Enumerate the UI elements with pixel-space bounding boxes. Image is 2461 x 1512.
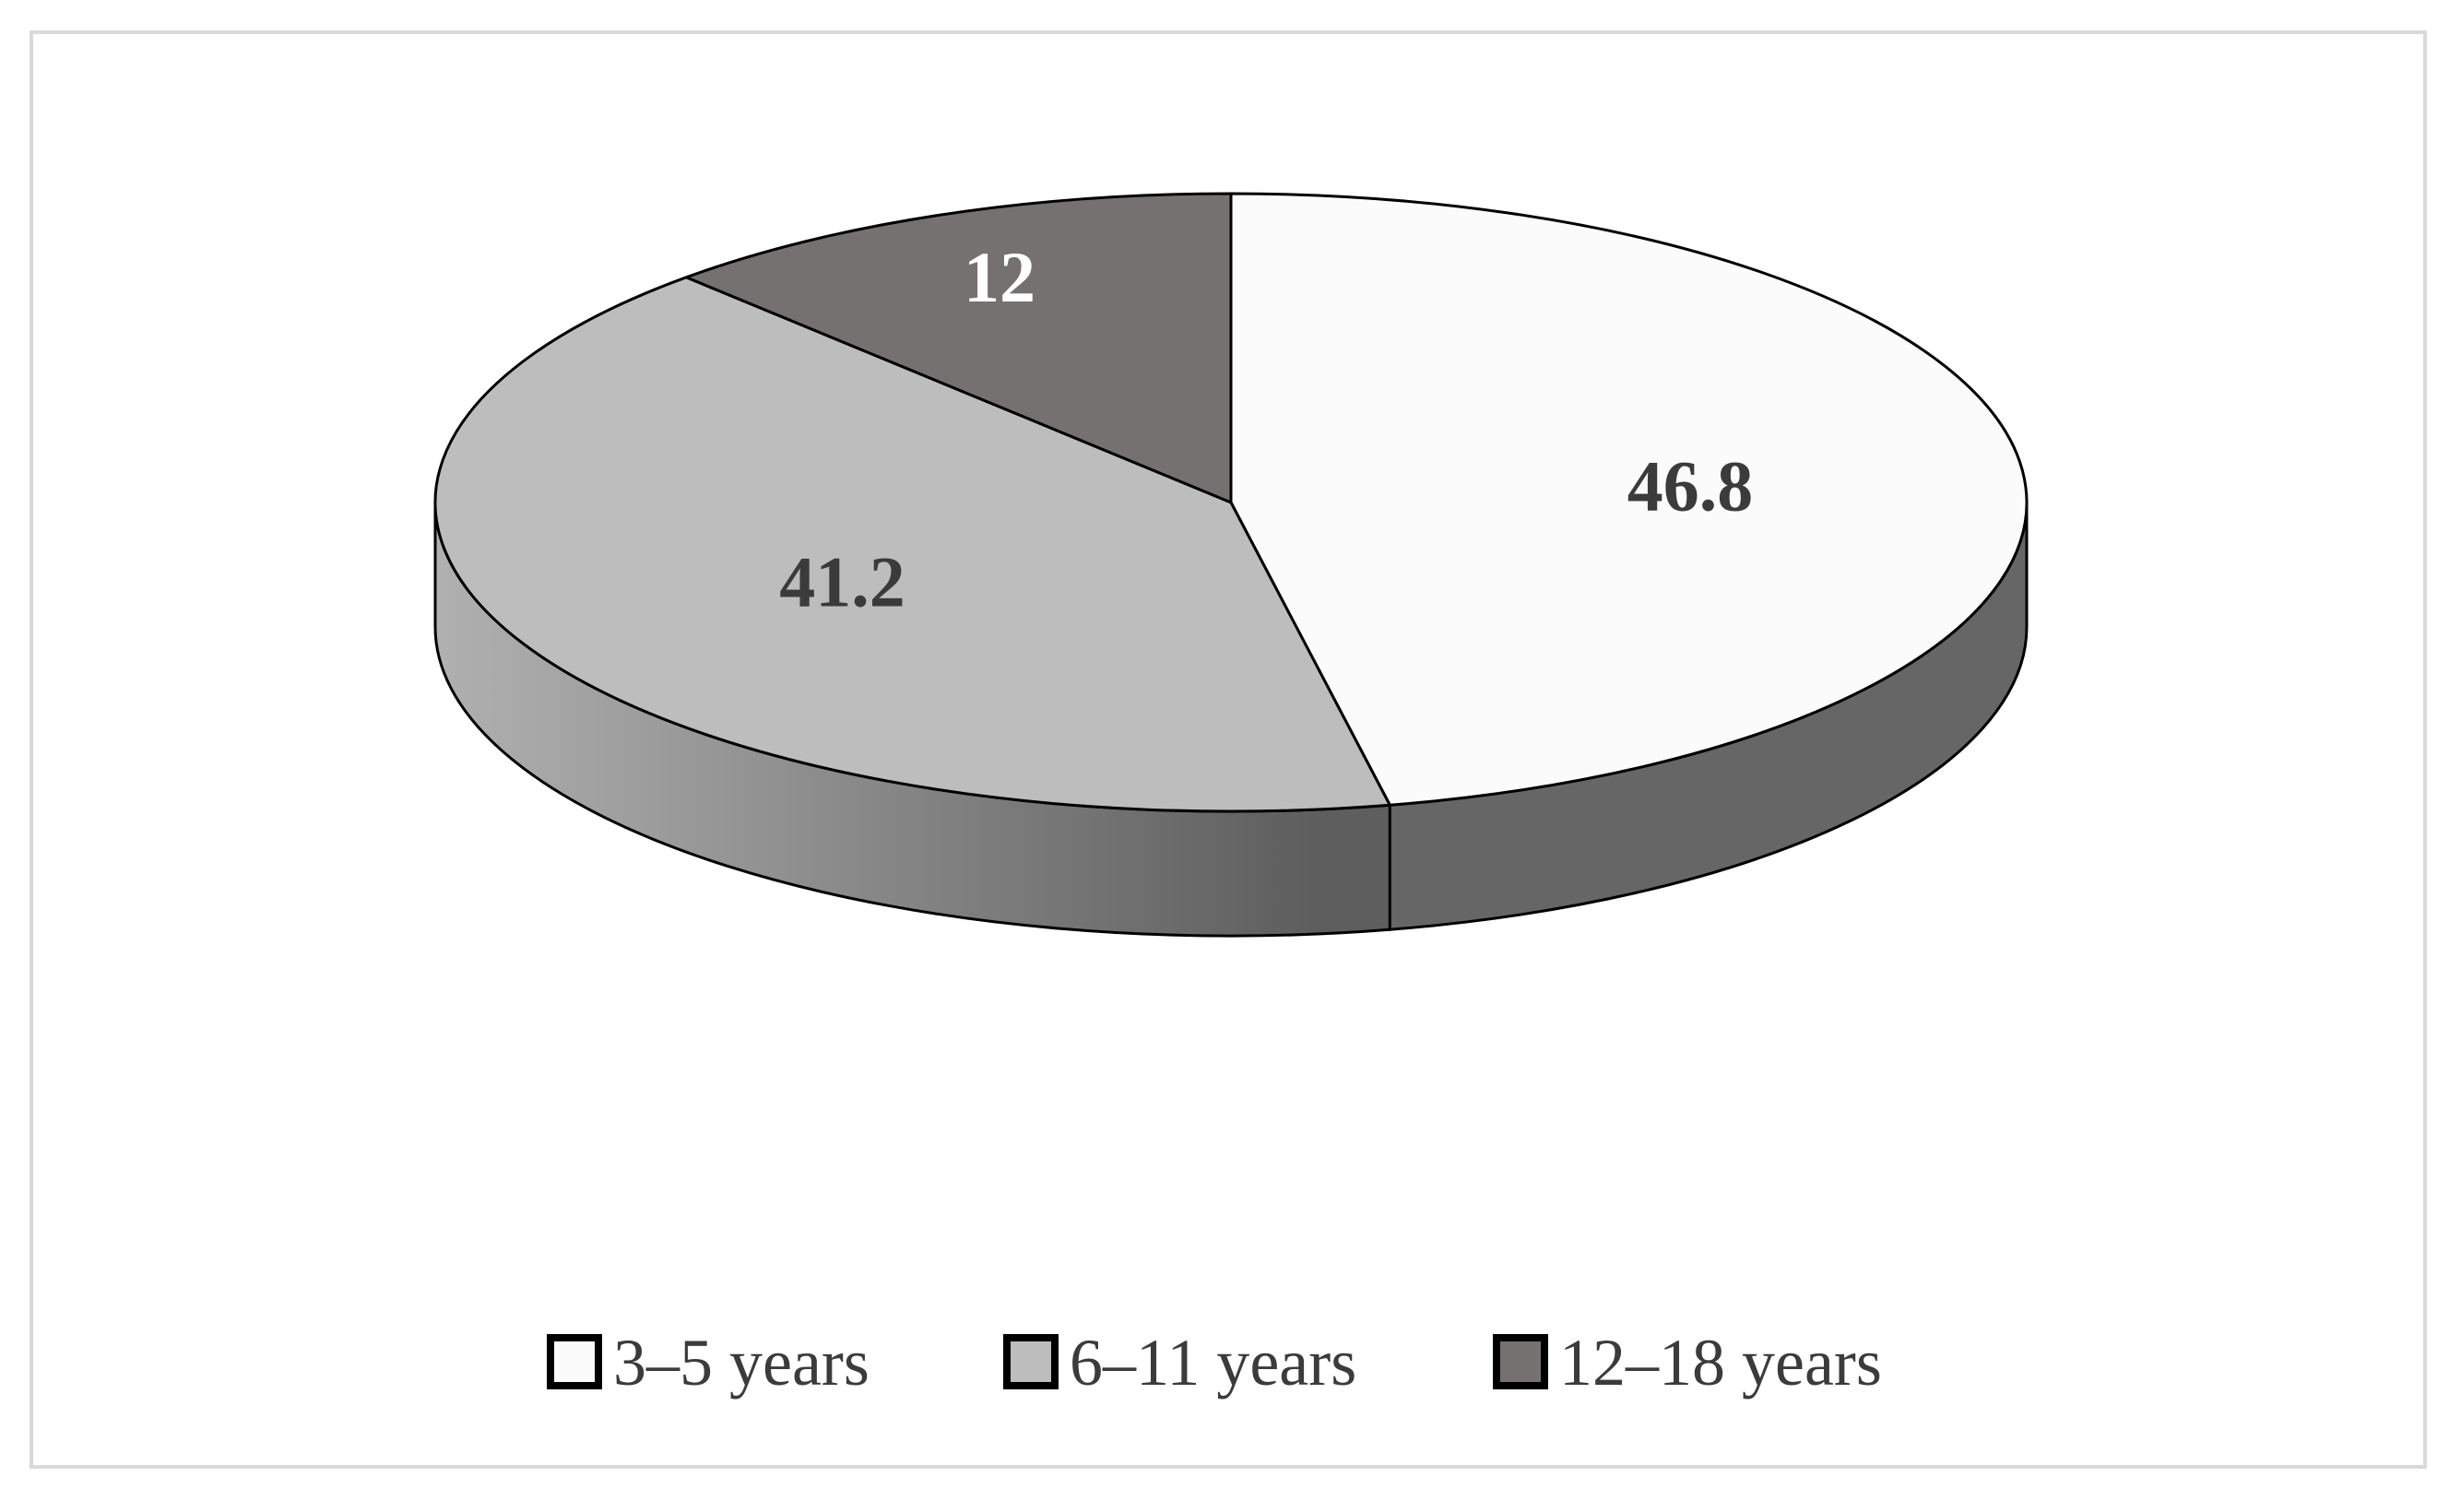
data-label-12-18-years: 12 — [964, 237, 1035, 317]
legend-swatch-6-11-years — [1003, 1334, 1059, 1389]
legend-swatch-3-5-years — [547, 1334, 602, 1389]
slice-6-11-years — [433, 276, 1391, 813]
legend-item-12-18-years: 12–18 years — [1493, 1326, 1882, 1400]
data-label-3-5-years: 46.8 — [1627, 446, 1754, 526]
slice-12-18-years — [684, 192, 1233, 504]
legend: 3–5 years 6–11 years 12–18 years — [547, 1326, 1882, 1400]
legend-label-3-5-years: 3–5 years — [613, 1326, 870, 1400]
legend-item-6-11-years: 6–11 years — [1003, 1326, 1356, 1400]
legend-label-12-18-years: 12–18 years — [1559, 1326, 1882, 1400]
pie-slices — [433, 192, 2029, 813]
data-label-6-11-years: 41.2 — [779, 542, 905, 622]
legend-item-3-5-years: 3–5 years — [547, 1326, 870, 1400]
slice-3-5-years — [1229, 192, 2029, 807]
pie-data-labels: 46.8 41.2 12 — [779, 237, 1753, 622]
legend-swatch-12-18-years — [1493, 1334, 1548, 1389]
legend-label-6-11-years: 6–11 years — [1070, 1326, 1356, 1400]
